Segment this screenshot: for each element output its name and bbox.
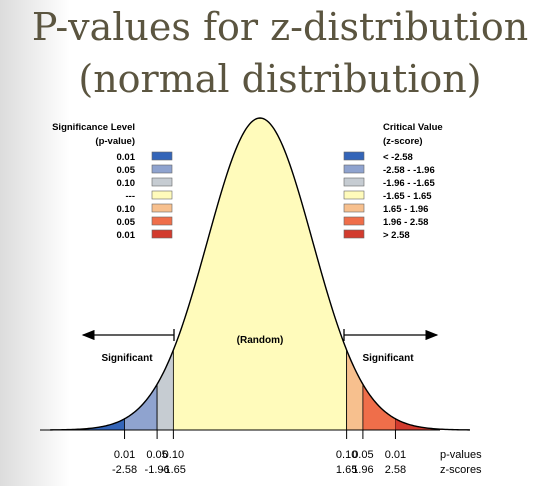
legend-right-label: 1.96 - 2.58: [383, 217, 428, 228]
page-title-line2: (normal distribution): [78, 57, 482, 101]
right-legend-heading: Critical Value: [383, 122, 443, 133]
z-score-tick-label: -1.65: [161, 464, 186, 476]
background-gradient: [0, 0, 70, 486]
legend-left-swatch: [151, 164, 173, 174]
left-legend: 0.01 0.05 0.10 --- 0.10 0.05 0.01: [117, 151, 173, 241]
legend-left-label: 0.10: [117, 178, 136, 189]
region-rt-001: [395, 418, 470, 430]
p-value-tick-label: 0.10: [336, 449, 357, 461]
page-title-line1: P-values for z-distribution: [31, 5, 529, 49]
legend-left-swatch: [151, 177, 173, 187]
p-value-tick-label: 0.05: [146, 449, 167, 461]
left-legend-heading: Significance Level: [52, 122, 135, 133]
left-legend-subheading: (p-value): [95, 136, 135, 147]
bell-curve: [49, 117, 471, 431]
legend-right-swatch: [343, 164, 365, 174]
region-lt-001: [50, 418, 125, 430]
legend-right-swatch: [343, 151, 365, 161]
p-value-tick-label: 0.05: [352, 449, 373, 461]
p-value-tick-label: 0.01: [385, 449, 406, 461]
right-legend-subheading: (z-score): [383, 136, 423, 147]
region-lt-010: [156, 349, 174, 431]
legend-right-swatch: [343, 190, 365, 200]
legend-right-swatch: [343, 216, 365, 226]
legend-left-swatch: [151, 229, 173, 239]
legend-left-swatch: [151, 216, 173, 226]
legend-right-label: -1.96 - -1.65: [383, 178, 435, 189]
legend-right-swatch: [343, 203, 365, 213]
z-score-tick-label: 1.96: [352, 464, 373, 476]
z-score-tick-label: -1.96: [145, 464, 170, 476]
axis-ticks: [124, 430, 396, 439]
significant-left-label: Significant: [101, 353, 153, 364]
z-score-tick-label: -2.58: [112, 464, 137, 476]
legend-right-label: 1.65 - 1.96: [383, 204, 428, 215]
legend-left-swatch: [151, 151, 173, 161]
region-rt-010: [346, 349, 364, 431]
legend-left-label: 0.05: [117, 165, 136, 176]
region-random: [172, 117, 348, 431]
legend-left-label: 0.01: [117, 152, 136, 163]
significant-right-label: Significant: [362, 353, 414, 364]
legend-right-swatch: [343, 177, 365, 187]
right-legend: < -2.58 -2.58 - -1.96 -1.96 - -1.65 -1.65 -…: [343, 151, 435, 241]
z-scores-row-label: z-scores: [440, 464, 482, 476]
legend-right-swatch: [343, 229, 365, 239]
p-value-tick-label: 0.01: [114, 449, 135, 461]
legend-left-label: 0.01: [117, 230, 136, 241]
z-score-tick-label: 2.58: [385, 464, 406, 476]
legend-left-label: ---: [126, 191, 136, 202]
legend-right-label: -1.65 - 1.65: [383, 191, 432, 202]
z-score-tick-label: 1.65: [336, 464, 357, 476]
axis-labels: 0.01 -2.58 0.05 -1.96 0.10 -1.65 0.10 1.65 0.05 1…: [112, 449, 406, 476]
p-value-tick-label: 0.10: [163, 449, 184, 461]
p-values-row-label: p-values: [440, 449, 482, 461]
legend-left-label: 0.10: [117, 204, 136, 215]
legend-right-label: > 2.58: [383, 230, 410, 241]
random-label: (Random): [237, 335, 284, 346]
legend-right-label: -2.58 - -1.96: [383, 165, 435, 176]
legend-right-label: < -2.58: [383, 152, 413, 163]
legend-left-swatch: [151, 190, 173, 200]
legend-left-label: 0.05: [117, 217, 136, 228]
legend-left-swatch: [151, 203, 173, 213]
